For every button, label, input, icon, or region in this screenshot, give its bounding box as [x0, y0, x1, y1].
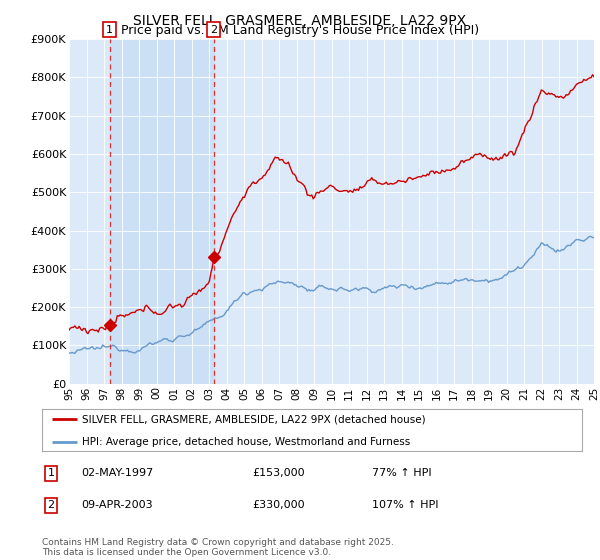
Bar — [110, 39, 214, 384]
Text: 02-MAY-1997: 02-MAY-1997 — [81, 468, 153, 478]
Text: 2: 2 — [47, 500, 55, 510]
Text: Contains HM Land Registry data © Crown copyright and database right 2025.
This d: Contains HM Land Registry data © Crown c… — [42, 538, 394, 557]
Text: 77% ↑ HPI: 77% ↑ HPI — [372, 468, 431, 478]
Text: 1: 1 — [106, 25, 113, 35]
Text: SILVER FELL, GRASMERE, AMBLESIDE, LA22 9PX (detached house): SILVER FELL, GRASMERE, AMBLESIDE, LA22 9… — [83, 414, 426, 424]
Text: 2: 2 — [210, 25, 217, 35]
Text: HPI: Average price, detached house, Westmorland and Furness: HPI: Average price, detached house, West… — [83, 437, 411, 446]
Text: 1: 1 — [47, 468, 55, 478]
Text: Price paid vs. HM Land Registry's House Price Index (HPI): Price paid vs. HM Land Registry's House … — [121, 24, 479, 36]
Text: SILVER FELL, GRASMERE, AMBLESIDE, LA22 9PX: SILVER FELL, GRASMERE, AMBLESIDE, LA22 9… — [133, 14, 467, 28]
Text: 107% ↑ HPI: 107% ↑ HPI — [372, 500, 439, 510]
Text: 09-APR-2003: 09-APR-2003 — [81, 500, 152, 510]
Text: £153,000: £153,000 — [252, 468, 305, 478]
Text: £330,000: £330,000 — [252, 500, 305, 510]
